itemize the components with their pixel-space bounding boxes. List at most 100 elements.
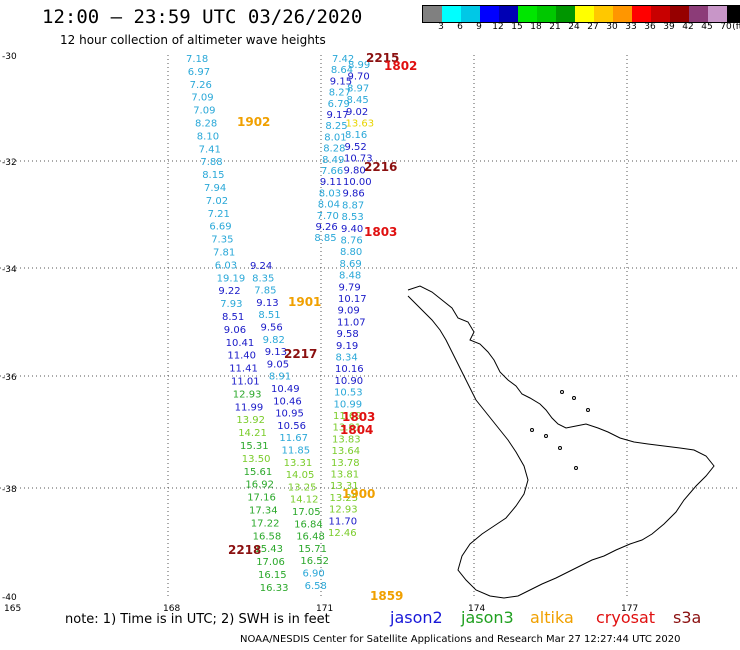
- wave-height-value: 13.25: [288, 482, 317, 493]
- wave-height-value: 17.16: [247, 493, 276, 504]
- longitude-label: 171: [316, 604, 333, 614]
- wave-height-value: 10.99: [334, 399, 363, 410]
- wave-height-value: 15.71: [298, 544, 327, 555]
- wave-height-value: 10.53: [334, 388, 363, 399]
- island: [530, 428, 534, 432]
- pass-time-label: 1803: [342, 410, 375, 424]
- wave-height-value: 8.10: [197, 131, 219, 142]
- wave-height-value: 17.05: [292, 507, 321, 518]
- pass-time-label: 1901: [288, 295, 321, 309]
- wave-height-value: 8.35: [252, 273, 274, 284]
- wave-height-value: 11.69: [333, 411, 362, 422]
- pass-time-label: 2215: [366, 51, 399, 65]
- wave-height-value: 16.52: [300, 556, 329, 567]
- wave-height-value: 8.64: [331, 65, 353, 76]
- wave-height-value: 9.05: [267, 359, 289, 370]
- wave-height-value: 7.18: [186, 54, 208, 65]
- wave-height-value: 10.00: [343, 177, 372, 188]
- wave-height-value: 9.09: [338, 306, 360, 317]
- wave-height-value: 9.79: [339, 282, 361, 293]
- color-swatch: [461, 6, 480, 22]
- wave-height-value: 11.85: [282, 446, 311, 457]
- wave-height-value: 9.24: [250, 261, 272, 272]
- wave-height-value: 15.43: [254, 544, 283, 555]
- coastline: [407, 285, 715, 599]
- wave-height-value: 6.90: [303, 569, 325, 580]
- wave-height-value: 8.45: [347, 95, 369, 106]
- latitude-label: -34: [2, 265, 17, 275]
- wave-height-value: 11.07: [337, 317, 366, 328]
- wave-height-value: 13.78: [331, 458, 360, 469]
- wave-height-value: 12.93: [233, 389, 262, 400]
- satellite-legend-jason3: jason3: [461, 608, 514, 627]
- island: [544, 434, 548, 438]
- map-subtitle: 12 hour collection of altimeter wave hei…: [60, 33, 326, 47]
- wave-height-value: 9.06: [224, 325, 246, 336]
- latitude-label: -40: [2, 593, 17, 603]
- wave-height-value: 11.41: [229, 364, 258, 375]
- wave-height-value: 8.28: [195, 119, 217, 130]
- color-swatch: [442, 6, 461, 22]
- color-scale-unit: (ft): [732, 22, 740, 32]
- footer-note: note: 1) Time is in UTC; 2) SWH is in fe…: [65, 612, 330, 627]
- color-scale-tick: 70: [720, 22, 732, 32]
- longitude-label: 177: [621, 604, 638, 614]
- wave-height-value: 8.53: [342, 212, 364, 223]
- wave-height-value: 7.93: [220, 299, 242, 310]
- wave-height-value: 6.03: [215, 260, 237, 271]
- color-scale-tick: 30: [606, 22, 618, 32]
- pass-time-label: 1803: [364, 225, 397, 239]
- lat-lon-grid: [0, 55, 740, 596]
- wave-height-value: 9.58: [337, 329, 359, 340]
- wave-height-value: 10.17: [338, 294, 367, 305]
- wave-height-value: 17.34: [249, 506, 278, 517]
- wave-height-value: 8.76: [341, 236, 363, 247]
- wave-height-value: 9.52: [345, 142, 367, 153]
- satellite-legend-s3a: s3a: [673, 608, 702, 627]
- wave-height-value: 16.33: [260, 583, 289, 594]
- island: [558, 446, 562, 450]
- color-scale-tick: 42: [682, 22, 694, 32]
- wave-height-value: 9.82: [263, 335, 285, 346]
- wave-height-value: 9.22: [218, 286, 240, 297]
- color-scale-tick: 24: [568, 22, 580, 32]
- wave-height-value: 13.31: [284, 458, 313, 469]
- map-title: 12:00 – 23:59 UTC 03/26/2020: [42, 6, 363, 28]
- wave-height-value: 10.95: [275, 409, 304, 420]
- island: [586, 408, 590, 412]
- wave-height-value: 7.41: [199, 144, 221, 155]
- pass-time-label: 1804: [340, 423, 373, 437]
- wave-height-value: 8.15: [202, 170, 224, 181]
- wave-height-value: 8.51: [258, 310, 280, 321]
- wave-height-value: 9.17: [327, 110, 349, 121]
- wave-height-value: 10.90: [335, 376, 364, 387]
- color-scale-tick: 21: [549, 22, 561, 32]
- wave-height-value: 8.16: [345, 130, 367, 141]
- wave-height-value: 7.02: [206, 196, 228, 207]
- wave-height-value: 7.42: [332, 54, 354, 65]
- color-swatch: [689, 6, 708, 22]
- credit-line: NOAA/NESDIS Center for Satellite Applica…: [240, 634, 681, 645]
- color-scale-tick: 3: [438, 22, 444, 32]
- color-swatch: [537, 6, 556, 22]
- wave-height-value: 6.97: [188, 67, 210, 78]
- color-swatch: [575, 6, 594, 22]
- color-swatch: [518, 6, 537, 22]
- color-scale-tick: 33: [625, 22, 637, 32]
- wave-height-value: 15.31: [240, 441, 269, 452]
- wave-height-value: 9.86: [343, 189, 365, 200]
- island: [574, 466, 578, 470]
- color-scale-tick: 18: [530, 22, 542, 32]
- color-scale-bar: [422, 5, 740, 23]
- wave-height-value: 8.49: [322, 155, 344, 166]
- wave-height-value: 6.69: [209, 222, 231, 233]
- wave-height-value: 6.58: [305, 581, 327, 592]
- wave-height-value: 13.81: [333, 423, 362, 434]
- wave-height-value: 8.97: [347, 83, 369, 94]
- longitude-label: 165: [4, 604, 21, 614]
- wave-height-value: 13.83: [332, 434, 361, 445]
- wave-height-value: 7.88: [200, 157, 222, 168]
- wave-height-value: 7.09: [191, 93, 213, 104]
- wave-height-value: 8.85: [314, 233, 336, 244]
